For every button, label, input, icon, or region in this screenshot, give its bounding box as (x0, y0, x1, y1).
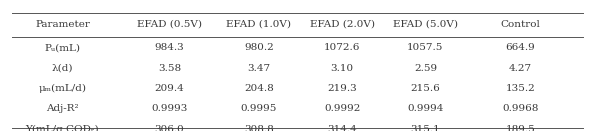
Text: 189.5: 189.5 (506, 125, 536, 131)
Text: Pᵤ(mL): Pᵤ(mL) (45, 43, 80, 52)
Text: λ(d): λ(d) (52, 64, 73, 73)
Text: 4.27: 4.27 (509, 64, 532, 73)
Text: 984.3: 984.3 (155, 43, 184, 52)
Text: EFAD (0.5V): EFAD (0.5V) (137, 20, 202, 29)
Text: 306.0: 306.0 (155, 125, 184, 131)
Text: 219.3: 219.3 (327, 84, 357, 93)
Text: 315.1: 315.1 (411, 125, 440, 131)
Text: Control: Control (500, 20, 541, 29)
Text: 3.47: 3.47 (248, 64, 270, 73)
Text: 0.9992: 0.9992 (324, 104, 361, 113)
Text: 0.9968: 0.9968 (502, 104, 539, 113)
Text: 2.59: 2.59 (414, 64, 437, 73)
Text: EFAD (2.0V): EFAD (2.0V) (309, 20, 375, 29)
Text: 0.9993: 0.9993 (151, 104, 188, 113)
Text: 135.2: 135.2 (506, 84, 536, 93)
Text: 3.58: 3.58 (158, 64, 181, 73)
Text: 1072.6: 1072.6 (324, 43, 361, 52)
Text: 215.6: 215.6 (411, 84, 440, 93)
Text: Adj-R²: Adj-R² (46, 104, 79, 113)
Text: 308.8: 308.8 (244, 125, 274, 131)
Text: EFAD (1.0V): EFAD (1.0V) (226, 20, 292, 29)
Text: Y(mL/g CODᵣ): Y(mL/g CODᵣ) (26, 124, 99, 131)
Text: 0.9994: 0.9994 (407, 104, 444, 113)
Text: 980.2: 980.2 (244, 43, 274, 52)
Text: 209.4: 209.4 (155, 84, 184, 93)
Text: μₘ(mL/d): μₘ(mL/d) (39, 84, 86, 93)
Text: Parameter: Parameter (35, 20, 90, 29)
Text: 314.4: 314.4 (327, 125, 357, 131)
Text: EFAD (5.0V): EFAD (5.0V) (393, 20, 458, 29)
Text: 0.9995: 0.9995 (240, 104, 277, 113)
Text: 664.9: 664.9 (506, 43, 536, 52)
Text: 204.8: 204.8 (244, 84, 274, 93)
Text: 1057.5: 1057.5 (407, 43, 444, 52)
Text: 3.10: 3.10 (331, 64, 353, 73)
